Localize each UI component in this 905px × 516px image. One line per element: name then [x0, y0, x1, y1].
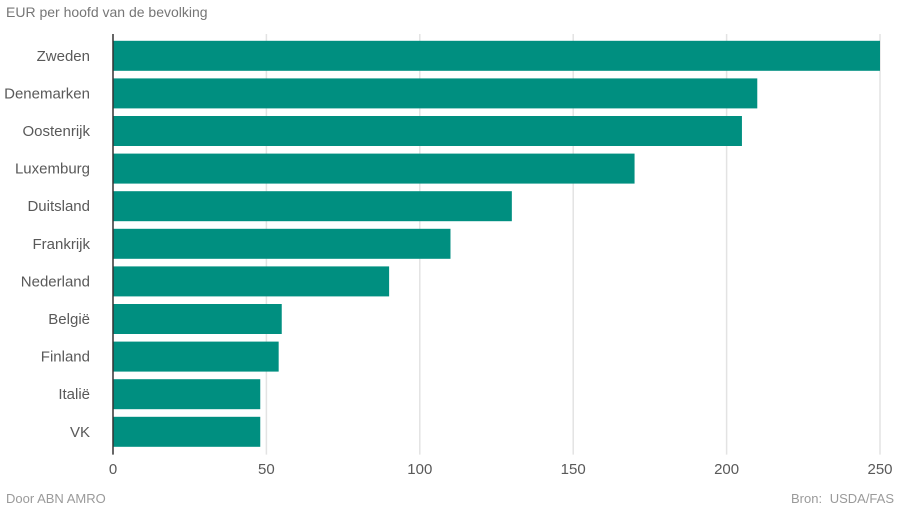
- category-label: Duitsland: [27, 198, 90, 215]
- x-tick-label: 100: [407, 461, 432, 478]
- category-label: VK: [70, 424, 90, 441]
- source-label: Bron:: [791, 491, 823, 506]
- source-value: USDA/FAS: [829, 491, 894, 506]
- bar: [113, 379, 261, 410]
- chart-subtitle: EUR per hoofd van de bevolking: [6, 4, 208, 20]
- bar: [113, 304, 282, 334]
- category-label: België: [48, 311, 90, 328]
- bar: [113, 341, 279, 372]
- bar: [113, 266, 390, 297]
- category-label: Denemarken: [4, 85, 90, 102]
- bar: [113, 153, 635, 184]
- x-tick-label: 0: [109, 461, 117, 478]
- category-label: Frankrijk: [32, 236, 90, 253]
- bar: [113, 416, 261, 447]
- source-text: Bron: USDA/FAS: [787, 491, 894, 506]
- x-axis-ticks: 0 50 100 150 200 250: [109, 461, 893, 478]
- category-label: Oostenrijk: [22, 123, 90, 140]
- bar: [113, 116, 742, 146]
- bar: [113, 78, 758, 109]
- category-label: Zweden: [37, 48, 90, 65]
- x-tick-label: 250: [867, 461, 892, 478]
- category-label: Luxemburg: [15, 161, 90, 178]
- category-label: Nederland: [21, 273, 90, 290]
- category-label: Italië: [58, 386, 90, 403]
- bar: [113, 228, 451, 259]
- bar: [113, 191, 512, 222]
- x-tick-label: 50: [258, 461, 275, 478]
- bars: [113, 40, 880, 447]
- bar: [113, 40, 880, 71]
- x-tick-label: 150: [561, 461, 586, 478]
- category-labels: Zweden Denemarken Oostenrijk Luxemburg Duits…: [4, 48, 90, 441]
- category-label: Finland: [41, 349, 90, 366]
- x-tick-label: 200: [714, 461, 739, 478]
- credit-text: Door ABN AMRO: [6, 491, 106, 506]
